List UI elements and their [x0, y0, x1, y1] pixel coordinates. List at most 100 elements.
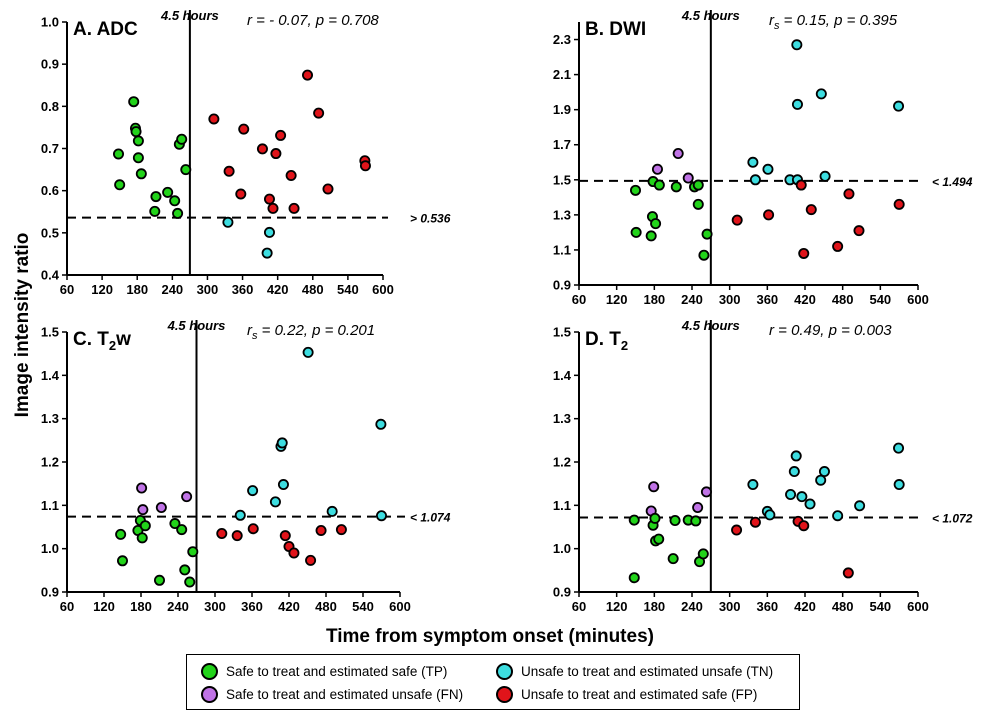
y-tick-label: 0.9	[553, 278, 571, 293]
panel-3: 60 120 180 240 300 360 420 480 540 600 0.9 1.0 1.1 1.…	[41, 318, 451, 614]
data-point-fp	[798, 247, 810, 259]
data-point-tp	[179, 564, 191, 576]
data-point-tp	[630, 226, 642, 238]
x-tick-label: 480	[302, 282, 324, 297]
data-point-tn	[791, 98, 803, 110]
panel-title-sub: 2	[109, 338, 116, 353]
legend-label-fp: Unsafe to treat and estimated safe (FP)	[521, 687, 758, 702]
data-point-tp	[180, 164, 192, 176]
data-point-fp	[288, 547, 300, 559]
data-point-fn	[692, 501, 704, 513]
x-tick-label: 240	[681, 599, 703, 614]
data-point-fn	[136, 482, 148, 494]
y-tick-label: 1.9	[553, 102, 571, 117]
data-point-fp	[805, 204, 817, 216]
data-point-tn	[819, 170, 831, 182]
y-tick-label: 2.1	[553, 67, 571, 82]
data-point-tn	[749, 174, 761, 186]
panel-title: A. ADC	[73, 19, 138, 40]
data-point-tn	[796, 491, 808, 503]
data-point-tn	[277, 479, 289, 491]
y-tick-label: 0.9	[41, 57, 59, 72]
data-point-tn	[269, 496, 281, 508]
data-point-fn	[648, 481, 660, 493]
y-tick-label: 0.4	[41, 268, 60, 283]
legend-label-fn: Safe to treat and estimated unsafe (FN)	[226, 687, 464, 702]
data-point-tn	[854, 500, 866, 512]
x-tick-label: 120	[606, 599, 628, 614]
data-point-tn	[804, 498, 816, 510]
data-point-fp	[247, 523, 259, 535]
threshold-label: > 0.536	[410, 212, 451, 226]
data-point-tp	[701, 228, 713, 240]
data-point-tp	[692, 198, 704, 210]
data-point-tp	[650, 218, 662, 230]
legend-item-fp: Unsafe to treat and estimated safe (FP)	[496, 686, 757, 703]
data-point-tp	[176, 133, 188, 145]
x-tick-label: 360	[756, 599, 778, 614]
data-point-fp	[731, 214, 743, 226]
data-point-fp	[843, 188, 855, 200]
data-point-tn	[832, 510, 844, 522]
data-point-fp	[256, 143, 268, 155]
panel-title: C. T2w	[73, 329, 131, 353]
x-tick-label: 300	[719, 292, 741, 307]
data-point-tp	[112, 148, 124, 160]
y-tick-label: 1.3	[41, 411, 59, 426]
x-tick-label: 60	[60, 599, 74, 614]
y-axis-title: Image intensity ratio	[12, 233, 33, 418]
x-tick-label: 60	[572, 292, 586, 307]
stat-rest: = 0.15, p = 0.395	[780, 12, 898, 29]
x-tick-label: 180	[126, 282, 148, 297]
data-point-tp	[649, 512, 661, 524]
data-point-fp	[842, 567, 854, 579]
y-tick-label: 1.3	[553, 207, 571, 222]
stat-label: r = - 0.07, p = 0.708	[247, 12, 379, 29]
data-point-tn	[790, 450, 802, 462]
data-point-tp	[135, 168, 147, 180]
panel-1: 60 120 180 240 300 360 420 480 540 600 0.4 0.5 0.6 0.…	[41, 8, 451, 297]
data-point-tp	[692, 179, 704, 191]
y-tick-label: 1.0	[41, 541, 59, 556]
data-point-fp	[235, 188, 247, 200]
y-tick-label: 1.1	[553, 242, 571, 257]
data-point-tn	[785, 488, 797, 500]
data-point-tn	[893, 479, 905, 491]
data-point-tp	[128, 96, 140, 108]
x-tick-label: 360	[756, 292, 778, 307]
panel-title: B. DWI	[585, 19, 646, 40]
data-point-tp	[187, 546, 199, 558]
panel-title-rest: w	[115, 329, 131, 350]
data-point-fp	[267, 202, 279, 214]
data-point-tp	[153, 574, 165, 586]
x-tick-label: 240	[161, 282, 183, 297]
data-point-tp	[690, 515, 702, 527]
data-point-fp	[275, 129, 287, 141]
data-point-tp	[653, 533, 665, 545]
x-tick-label: 240	[167, 599, 189, 614]
vline-label: 4.5 hours	[681, 318, 740, 333]
x-tick-label: 540	[337, 282, 359, 297]
data-point-fn	[181, 491, 193, 503]
x-tick-label: 300	[719, 599, 741, 614]
threshold-label: < 1.072	[932, 511, 973, 525]
data-point-tn	[788, 466, 800, 478]
data-point-tn	[815, 88, 827, 100]
data-point-fp	[893, 198, 905, 210]
data-point-tp	[132, 135, 144, 147]
stat-label: rs = 0.15, p = 0.395	[769, 12, 898, 32]
y-tick-label: 0.7	[41, 141, 59, 156]
y-tick-label: 1.5	[553, 325, 571, 340]
panel-title-sub: 2	[621, 338, 628, 353]
data-point-fp	[238, 123, 250, 135]
vline-label: 4.5 hours	[160, 8, 219, 23]
y-tick-label: 1.3	[553, 411, 571, 426]
panels: 60 120 180 240 300 360 420 480 540 600 0.4 0.5 0.6 0.…	[41, 8, 973, 614]
data-point-tn	[276, 437, 288, 449]
data-point-fp	[731, 524, 743, 536]
data-point-tp	[176, 524, 188, 536]
data-point-fn	[137, 504, 149, 516]
threshold-label: < 1.494	[932, 175, 973, 189]
legend-swatch-tn	[496, 663, 513, 680]
y-tick-label: 0.9	[41, 585, 59, 600]
